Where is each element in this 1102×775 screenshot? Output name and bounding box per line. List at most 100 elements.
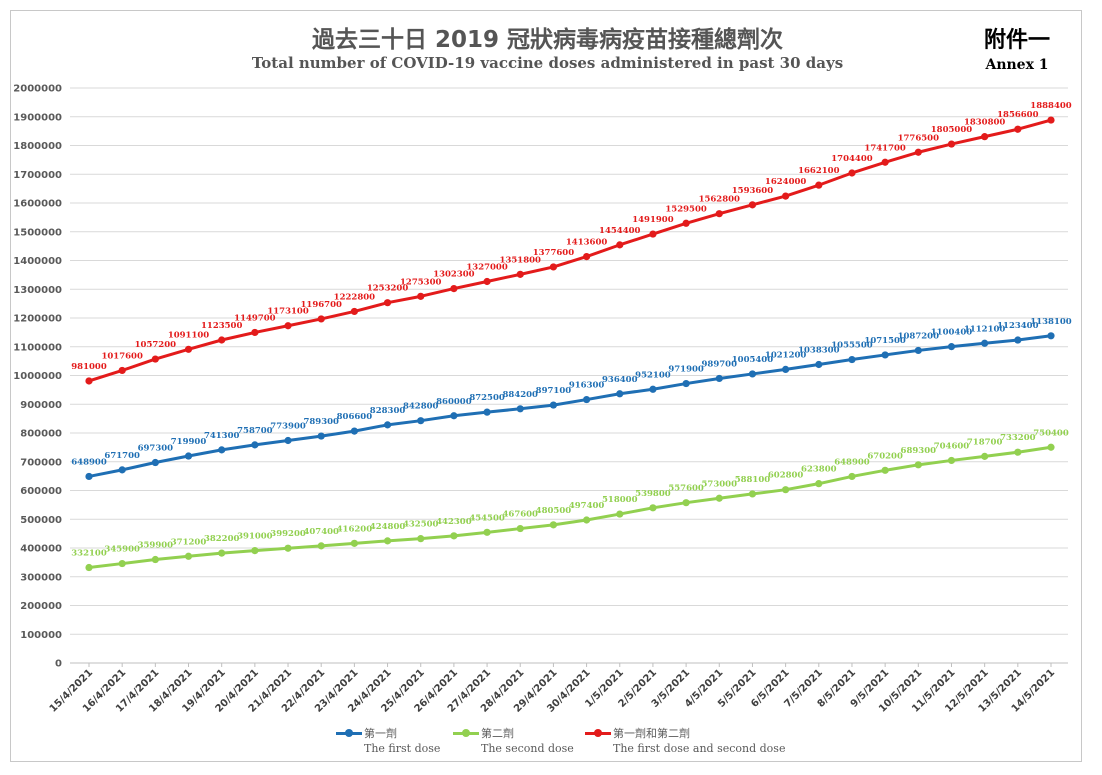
data-point-total	[317, 315, 325, 323]
data-label-first: 1138100	[1030, 317, 1071, 327]
data-label-second: 573000	[702, 479, 738, 489]
data-label-first: 952100	[635, 370, 671, 380]
data-label-total: 1562800	[699, 195, 740, 205]
chart-frame	[10, 10, 1082, 762]
data-point-total	[184, 345, 193, 353]
data-label-first: 758700	[237, 426, 273, 436]
data-label-second: 407400	[303, 527, 339, 537]
data-point-first	[516, 405, 524, 413]
data-label-first: 773900	[270, 422, 306, 432]
series-points	[85, 116, 1055, 572]
data-point-first	[417, 417, 425, 425]
data-label-second: 588100	[735, 475, 771, 485]
data-label-first: 1005400	[732, 355, 773, 365]
y-tick-label: 1300000	[13, 285, 62, 296]
data-point-total	[350, 307, 358, 316]
x-axis-ticks: 15/4/202116/4/202117/4/202118/4/202119/4…	[48, 663, 1057, 715]
data-label-total: 1091100	[168, 330, 209, 340]
data-point-first	[914, 346, 922, 355]
data-label-first: 1038300	[798, 345, 839, 355]
data-point-second	[417, 535, 425, 543]
data-label-first: 806600	[337, 412, 373, 422]
data-point-total	[118, 366, 126, 375]
y-tick-label: 2000000	[13, 84, 62, 95]
data-point-first	[151, 458, 159, 467]
data-label-first: 1071500	[864, 336, 905, 346]
data-label-first: 989700	[702, 359, 738, 369]
y-tick-label: 500000	[20, 515, 62, 526]
data-point-total	[483, 277, 491, 286]
legend-label-first-dose-en: The first dose	[364, 742, 441, 755]
data-label-second: 345900	[104, 545, 140, 555]
data-point-second	[815, 480, 823, 488]
legend-item-second-dose[interactable]: 第二劑 The second dose	[453, 726, 574, 755]
gridlines	[70, 87, 1068, 664]
data-point-second	[251, 546, 259, 555]
y-tick-label: 600000	[20, 486, 62, 497]
data-label-first: 897100	[536, 386, 572, 396]
data-label-total: 1253200	[367, 284, 408, 294]
data-label-first: 872500	[469, 393, 505, 403]
data-label-total: 1776500	[898, 133, 939, 143]
legend-label-first-dose-zh: 第一劑	[364, 727, 397, 740]
data-point-total	[1047, 116, 1055, 124]
data-label-total: 1327000	[466, 262, 507, 272]
data-point-total	[914, 148, 922, 156]
y-tick-label: 400000	[20, 544, 62, 555]
data-point-first	[782, 365, 790, 374]
data-point-second	[782, 486, 790, 494]
data-point-first	[284, 436, 292, 445]
data-point-second	[184, 552, 193, 560]
data-label-first: 789300	[303, 417, 339, 427]
data-point-second	[1014, 448, 1022, 456]
data-point-total	[516, 270, 524, 278]
legend-item-both-doses[interactable]: 第一劑和第二劑 The first dose and second dose	[585, 726, 785, 755]
data-label-total: 1662100	[798, 166, 839, 176]
legend-item-first-dose[interactable]: 第一劑 The first dose	[336, 726, 440, 755]
data-label-total: 1624000	[765, 177, 806, 187]
data-label-second: 518000	[602, 495, 638, 505]
data-label-second: 416200	[337, 524, 373, 534]
data-label-total: 1454400	[599, 226, 640, 236]
data-point-total	[450, 284, 458, 293]
data-label-total: 1196700	[301, 300, 342, 310]
data-label-total: 1017600	[101, 351, 142, 361]
data-label-second: 382200	[204, 534, 240, 544]
data-label-first: 828300	[370, 406, 406, 416]
data-point-total	[616, 241, 624, 249]
data-point-total	[715, 210, 723, 218]
data-point-total	[284, 322, 292, 330]
data-point-first	[748, 370, 757, 378]
data-point-second	[947, 456, 956, 465]
data-label-total: 1351800	[500, 255, 541, 265]
data-label-total: 981000	[71, 362, 107, 372]
data-point-first	[682, 379, 690, 388]
data-point-total	[251, 328, 259, 337]
data-label-second: 454500	[469, 513, 505, 523]
annex-label-english: Annex 1	[985, 57, 1049, 73]
y-tick-label: 1400000	[13, 256, 62, 267]
data-label-second: 602800	[768, 471, 804, 481]
data-label-second: 539800	[635, 489, 671, 499]
series-line-second	[88, 445, 1052, 570]
data-point-second	[649, 504, 657, 512]
data-point-first	[1047, 332, 1055, 340]
y-tick-label: 900000	[20, 400, 62, 411]
data-point-second	[383, 537, 392, 545]
data-point-second	[981, 452, 989, 460]
data-point-second	[1047, 443, 1055, 451]
data-point-first	[582, 395, 591, 404]
data-label-second: 704600	[934, 441, 970, 451]
data-label-second: 399200	[270, 529, 306, 539]
y-tick-label: 200000	[20, 601, 62, 612]
data-point-second	[284, 544, 292, 552]
data-label-total: 1302300	[433, 270, 474, 280]
data-point-second	[483, 528, 491, 536]
data-point-second	[118, 559, 126, 568]
data-point-total	[582, 252, 591, 261]
data-label-total: 1222800	[334, 292, 375, 302]
data-label-total: 1856600	[997, 110, 1038, 120]
legend-swatch-first-dose	[336, 726, 362, 740]
data-label-first: 1087200	[898, 331, 939, 341]
data-point-total	[85, 377, 93, 385]
